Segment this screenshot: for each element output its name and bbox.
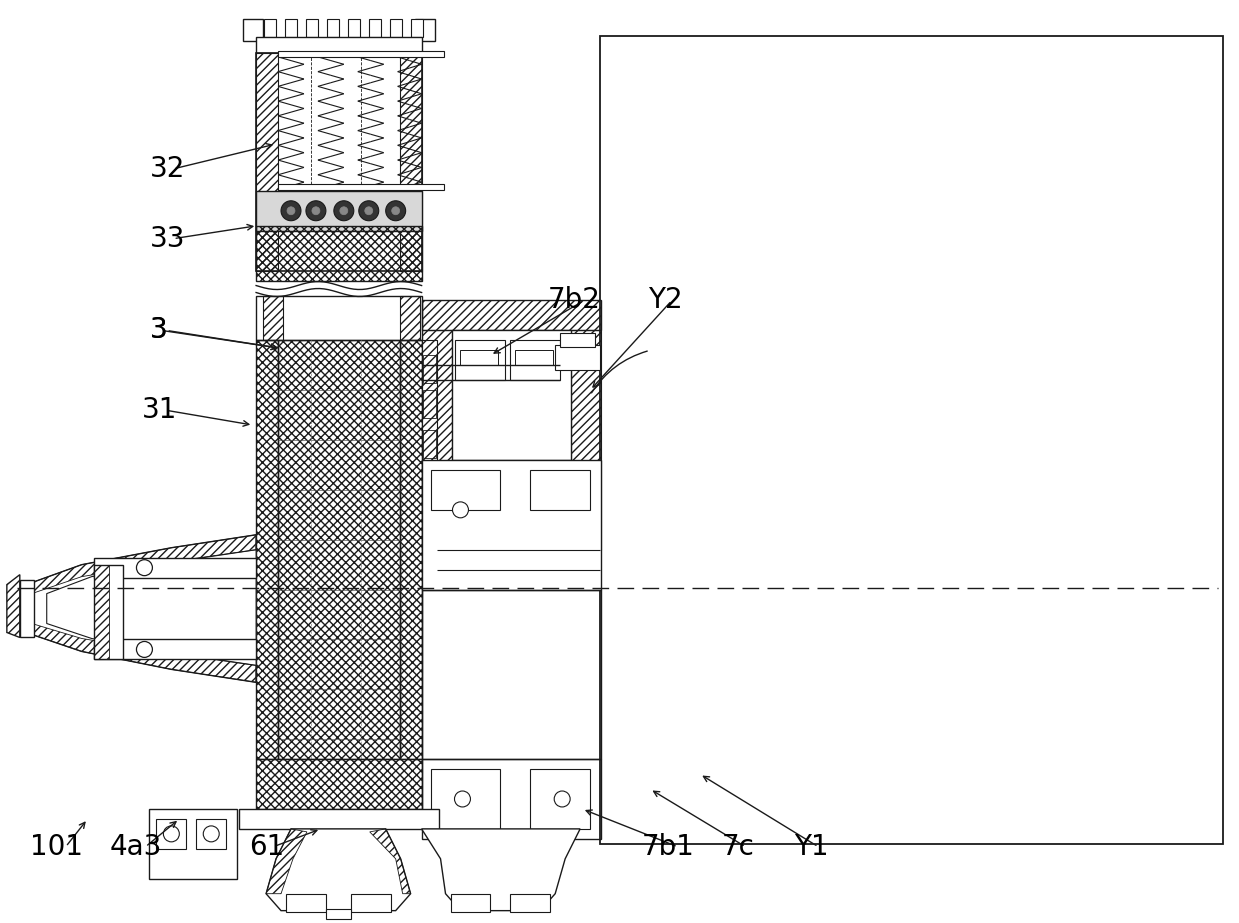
- Bar: [451, 330, 571, 460]
- Bar: [422, 355, 436, 383]
- Circle shape: [312, 207, 320, 215]
- Bar: [156, 819, 186, 849]
- Text: Y1: Y1: [794, 833, 829, 861]
- Bar: [264, 19, 276, 37]
- Bar: [422, 470, 436, 497]
- Circle shape: [203, 826, 219, 842]
- Bar: [278, 184, 444, 190]
- Bar: [431, 769, 501, 829]
- Circle shape: [364, 207, 373, 215]
- Bar: [510, 341, 560, 380]
- Circle shape: [385, 201, 405, 221]
- Bar: [422, 430, 436, 458]
- Bar: [400, 341, 421, 759]
- Bar: [431, 470, 501, 509]
- Circle shape: [359, 201, 379, 221]
- Bar: [285, 19, 297, 37]
- Text: 32: 32: [150, 155, 185, 183]
- Bar: [239, 809, 439, 829]
- Bar: [263, 295, 282, 341]
- Bar: [256, 37, 421, 54]
- Polygon shape: [22, 534, 256, 682]
- Bar: [530, 470, 590, 509]
- Circle shape: [136, 559, 152, 576]
- Text: 7b2: 7b2: [548, 286, 601, 315]
- Bar: [390, 19, 401, 37]
- Bar: [243, 19, 263, 42]
- Bar: [555, 345, 600, 370]
- Bar: [256, 295, 421, 341]
- Circle shape: [136, 641, 152, 657]
- Bar: [421, 590, 601, 759]
- Bar: [20, 580, 33, 638]
- Bar: [410, 19, 422, 37]
- Bar: [286, 893, 326, 912]
- Bar: [256, 226, 421, 281]
- Bar: [400, 295, 420, 341]
- Bar: [326, 908, 351, 918]
- Text: 3: 3: [150, 317, 167, 344]
- Circle shape: [554, 791, 570, 807]
- Polygon shape: [47, 550, 256, 665]
- Bar: [369, 19, 380, 37]
- Bar: [94, 557, 256, 578]
- Text: 4a3: 4a3: [109, 833, 162, 861]
- Bar: [150, 809, 237, 879]
- Text: 3: 3: [150, 317, 167, 344]
- Bar: [196, 819, 227, 849]
- Circle shape: [452, 502, 468, 518]
- Circle shape: [281, 201, 301, 221]
- Bar: [421, 301, 601, 330]
- Bar: [530, 769, 590, 829]
- Circle shape: [306, 201, 326, 221]
- Bar: [571, 330, 601, 550]
- Bar: [400, 54, 421, 270]
- Bar: [421, 460, 601, 590]
- Bar: [515, 351, 553, 366]
- Text: Y2: Y2: [648, 286, 683, 315]
- Text: 31: 31: [141, 396, 177, 425]
- Circle shape: [287, 207, 295, 215]
- Bar: [278, 52, 444, 57]
- Bar: [278, 341, 400, 759]
- Circle shape: [339, 207, 348, 215]
- Bar: [421, 330, 451, 550]
- Bar: [422, 390, 436, 418]
- Bar: [256, 341, 278, 759]
- Bar: [306, 19, 318, 37]
- Circle shape: [164, 826, 180, 842]
- Bar: [560, 333, 595, 347]
- Bar: [461, 351, 498, 366]
- Bar: [348, 19, 359, 37]
- Text: 33: 33: [150, 224, 185, 253]
- Bar: [421, 759, 601, 839]
- Text: 7b1: 7b1: [642, 833, 695, 861]
- Bar: [327, 19, 338, 37]
- Polygon shape: [421, 829, 580, 911]
- Bar: [415, 19, 435, 42]
- Bar: [456, 341, 506, 380]
- Bar: [421, 341, 436, 550]
- Bar: [256, 191, 421, 231]
- Circle shape: [392, 207, 400, 215]
- Text: 101: 101: [30, 833, 83, 861]
- Circle shape: [333, 201, 354, 221]
- Bar: [94, 640, 256, 659]
- Text: 61: 61: [249, 833, 285, 861]
- Circle shape: [455, 791, 471, 807]
- Bar: [510, 893, 550, 912]
- Polygon shape: [266, 829, 410, 911]
- Bar: [351, 893, 390, 912]
- Bar: [256, 54, 278, 270]
- Bar: [94, 565, 124, 659]
- Bar: [94, 565, 109, 659]
- Bar: [256, 759, 421, 809]
- Text: 7c: 7c: [721, 833, 755, 861]
- Bar: [256, 54, 421, 270]
- Bar: [451, 893, 491, 912]
- Bar: [600, 36, 1223, 844]
